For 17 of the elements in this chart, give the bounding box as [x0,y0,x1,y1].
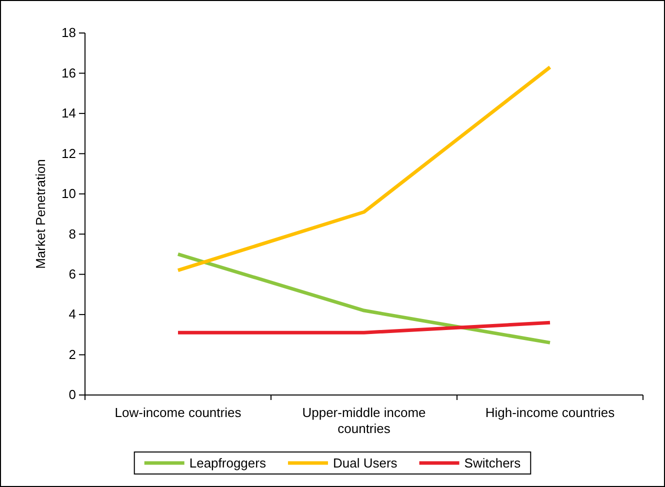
y-tick-label: 14 [62,106,76,121]
legend-label: Dual Users [332,456,398,470]
y-tick-label: 16 [62,65,76,80]
y-tick-label: 8 [68,226,76,242]
x-tick-label: Upper-middle income countries [302,405,426,436]
y-tick-label: 0 [68,387,76,402]
y-tick-label: 18 [62,25,76,40]
y-tick-label: 12 [62,146,76,161]
y-axis-title: Market Penetration [33,159,48,269]
y-tick-label: 4 [68,306,76,322]
x-tick-label: Low-income countries [114,405,242,420]
y-tick-label: 2 [68,346,76,362]
y-tick-label: 6 [68,266,76,282]
x-tick-label: High-income countries [485,405,616,420]
legend-label: Leapfroggers [189,456,266,470]
legend-label: Switchers [464,456,522,470]
y-tick-label: 10 [62,186,76,202]
